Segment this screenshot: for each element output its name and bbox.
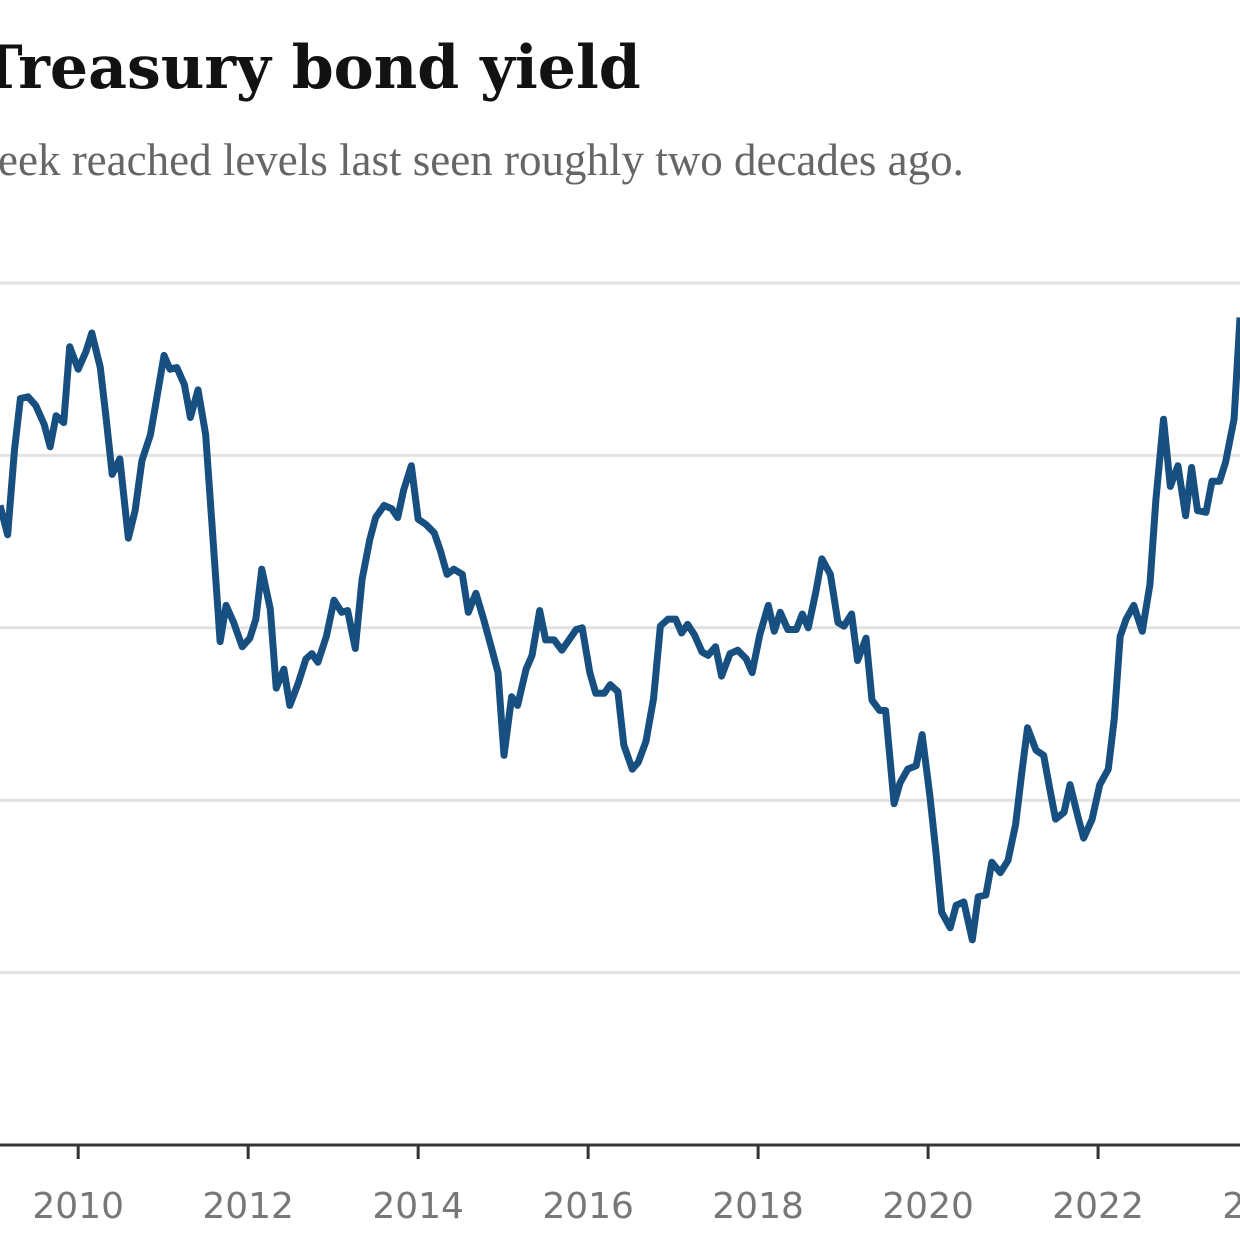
x-tick-label: 2022 (1052, 1186, 1144, 1227)
x-tick-label: 2014 (372, 1186, 464, 1227)
x-tick-label: 2012 (202, 1186, 294, 1227)
chart-title: Treasury bond yield (0, 33, 641, 103)
x-tick-label: 2024 (1222, 1186, 1240, 1227)
x-tick-label: 2016 (542, 1186, 634, 1227)
x-tick-label: 2010 (32, 1186, 124, 1227)
data-line (0, 317, 1240, 944)
x-tick-label: 2020 (882, 1186, 974, 1227)
x-tick-label: 2018 (712, 1186, 804, 1227)
chart-subtitle: eek reached levels last seen roughly two… (0, 135, 964, 185)
